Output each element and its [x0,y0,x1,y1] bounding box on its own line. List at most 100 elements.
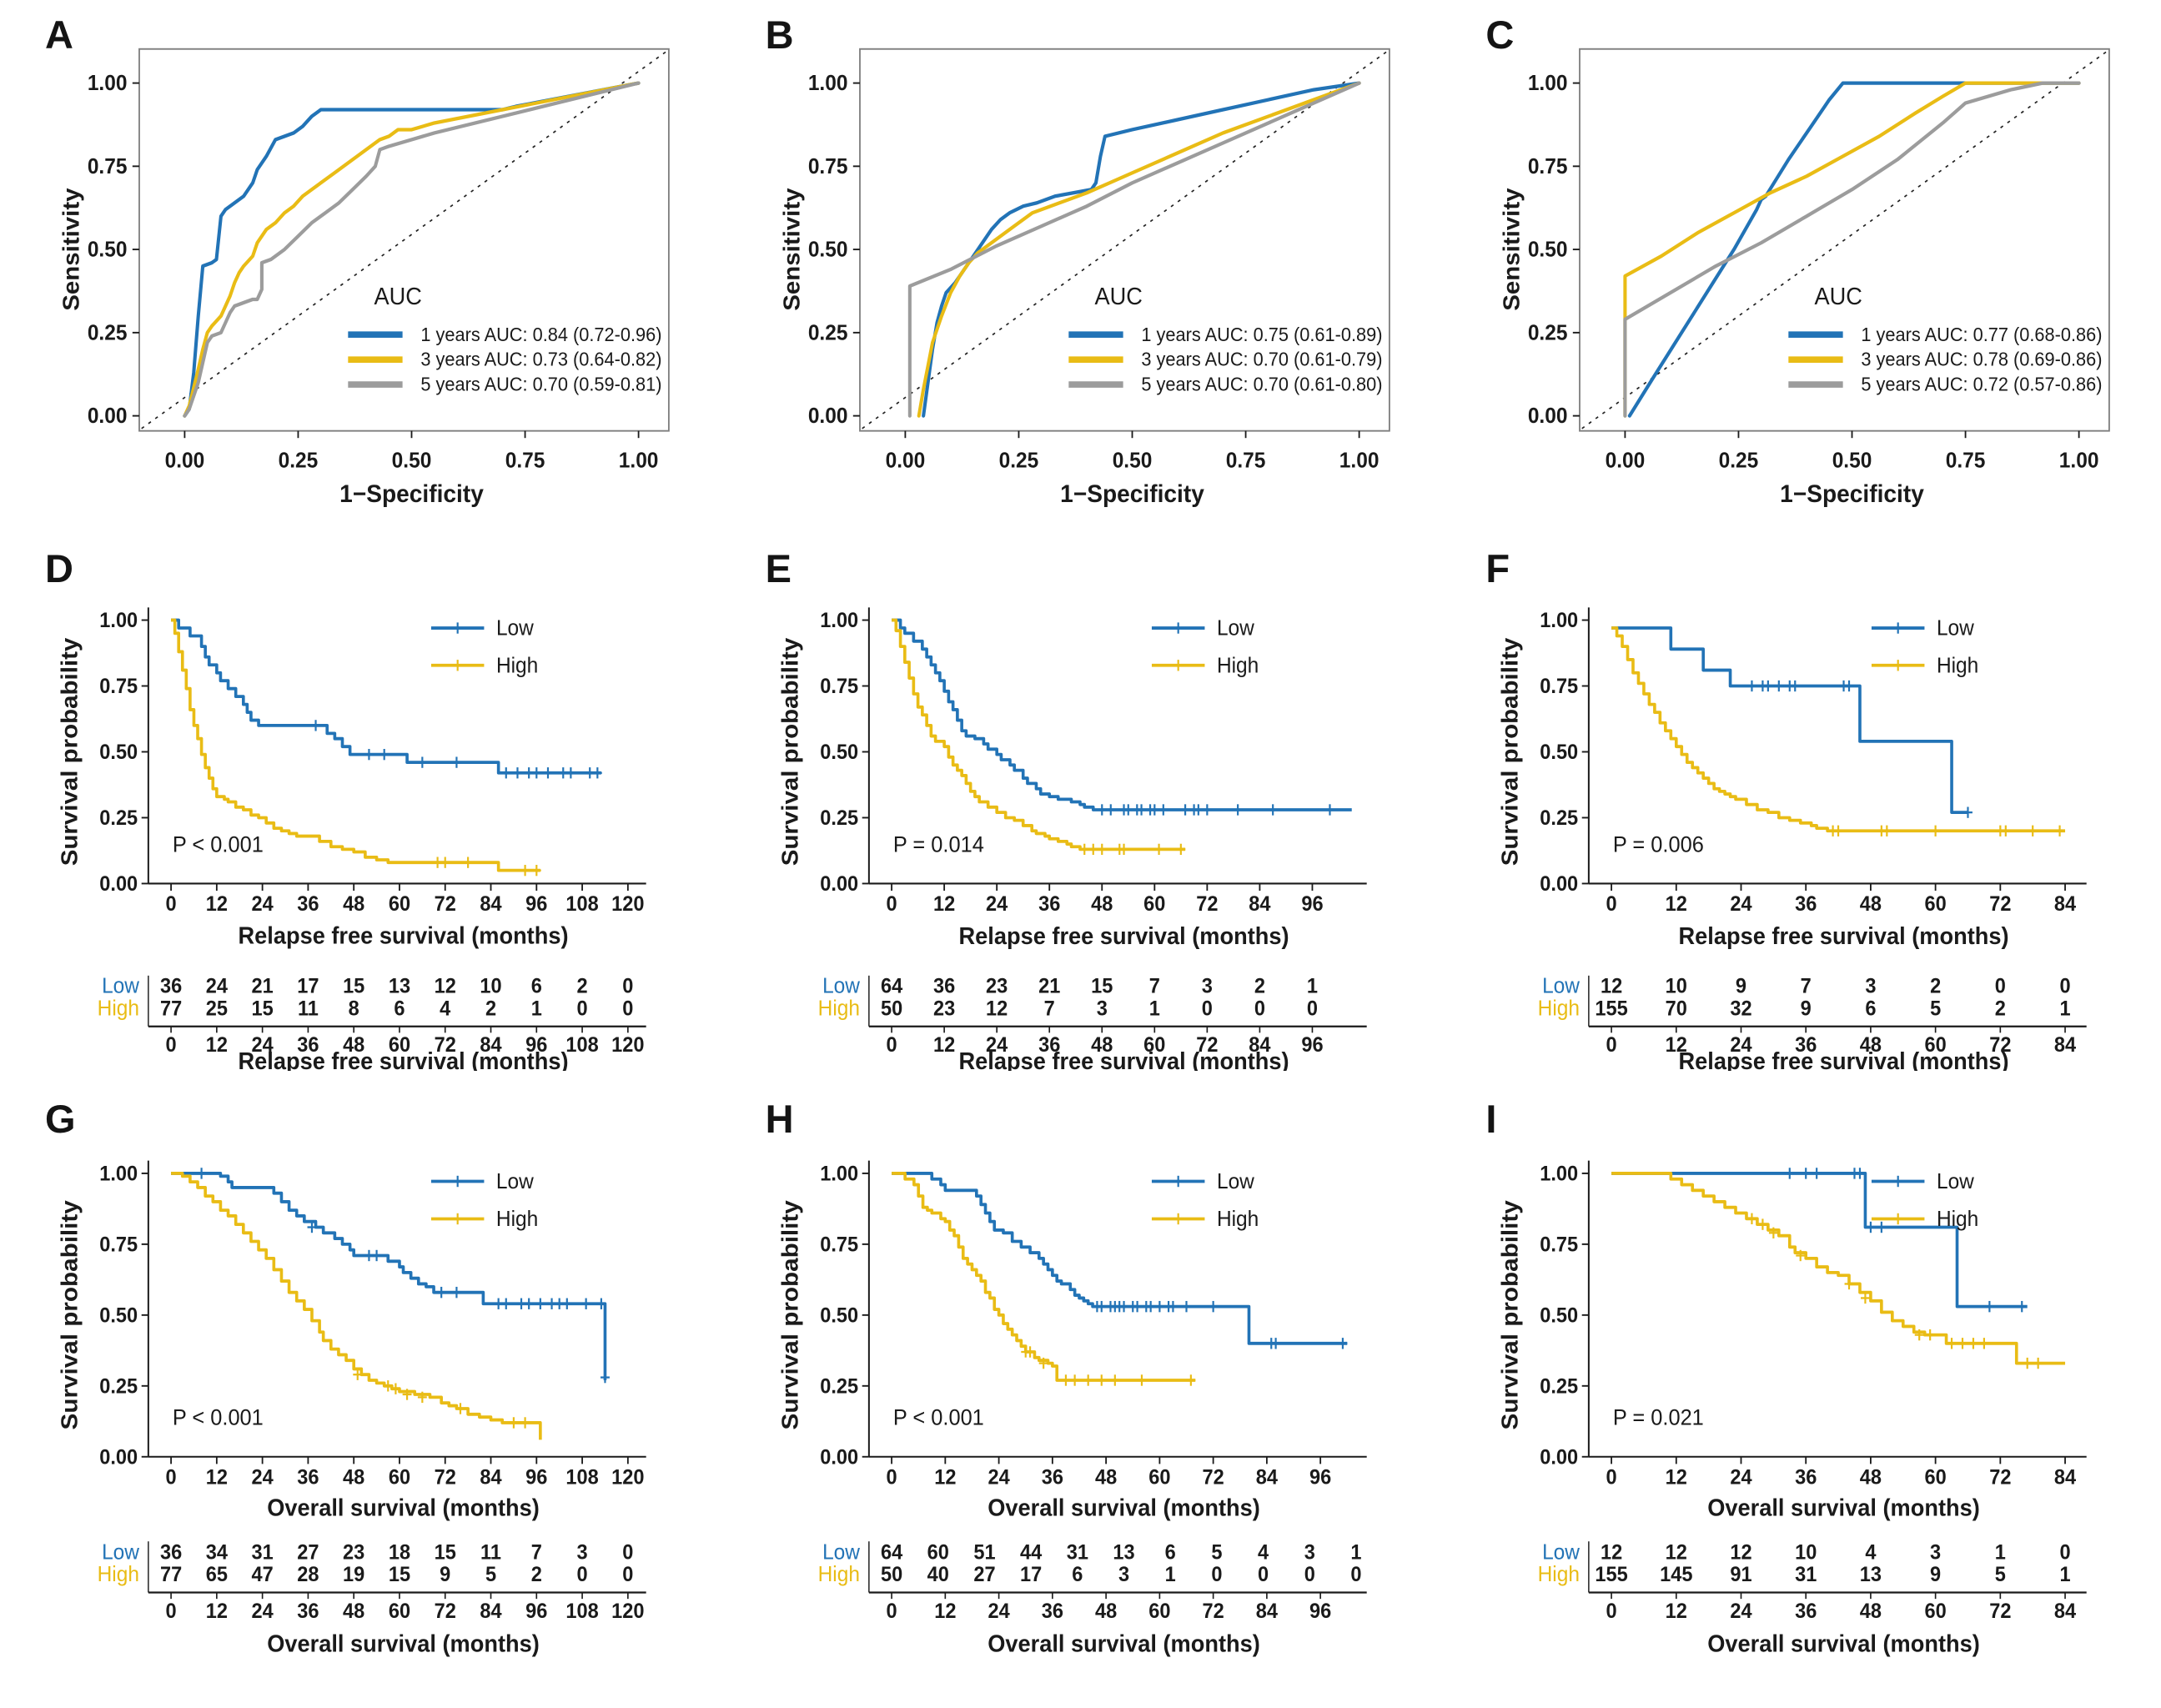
svg-text:91: 91 [1731,1564,1752,1587]
svg-text:6: 6 [1072,1564,1083,1587]
svg-text:60: 60 [389,1466,410,1489]
km-plot-g: 0.00 0.25 0.50 0.75 1.00 0 12 24 36 48 60 72 84 96 108… [57,1160,646,1657]
svg-text:0.50: 0.50 [392,449,432,473]
svg-text:0: 0 [166,1034,177,1057]
svg-text:High: High [98,997,139,1021]
svg-text:60: 60 [1148,1466,1170,1489]
svg-text:50: 50 [881,1564,902,1587]
svg-text:24: 24 [252,892,274,916]
svg-text:3: 3 [1930,1541,1941,1565]
svg-text:27: 27 [973,1564,995,1587]
svg-text:Overall survival (months): Overall survival (months) [267,1494,540,1521]
svg-text:72: 72 [1202,1600,1224,1624]
panel-roc-c: C 0.00 0.25 0.50 0.75 1.00 0.00 0.25 0.50 0.75 1.… [1474,13,2128,520]
svg-text:Relapse free survival (months): Relapse free survival (months) [238,1048,568,1071]
svg-text:High: High [817,997,859,1021]
svg-text:50: 50 [881,997,902,1021]
svg-text:7: 7 [1801,975,1812,998]
svg-text:Survival probability: Survival probability [1498,638,1524,867]
svg-text:0.25: 0.25 [820,1375,858,1399]
svg-text:5 years AUC: 0.70 (0.59-0.81): 5 years AUC: 0.70 (0.59-0.81) [420,374,661,395]
svg-text:AUC: AUC [1815,283,1862,309]
svg-text:0.75: 0.75 [807,154,847,178]
svg-text:0.00: 0.00 [99,873,138,897]
svg-text:10: 10 [1666,975,1687,998]
svg-text:2: 2 [1930,975,1941,998]
svg-text:0: 0 [1258,1564,1269,1587]
panel-letter: A [45,13,73,57]
svg-text:1.00: 1.00 [99,1163,138,1186]
svg-text:120: 120 [611,892,644,916]
svg-text:3: 3 [1201,975,1212,998]
svg-text:High: High [1538,997,1580,1021]
svg-text:65: 65 [206,1564,228,1587]
svg-text:P = 0.021: P = 0.021 [1613,1404,1704,1430]
svg-text:1 years AUC: 0.77 (0.68-0.86): 1 years AUC: 0.77 (0.68-0.86) [1862,324,2103,345]
svg-text:3: 3 [1866,975,1877,998]
svg-text:0.25: 0.25 [807,321,847,345]
svg-text:High: High [1217,1208,1259,1232]
svg-text:0: 0 [622,975,633,998]
svg-text:48: 48 [1091,892,1113,916]
svg-text:Survival probability: Survival probability [777,638,803,867]
svg-text:60: 60 [1925,1034,1947,1057]
svg-text:12: 12 [933,892,955,916]
svg-text:28: 28 [297,1564,319,1587]
svg-text:155: 155 [1596,1564,1628,1587]
svg-text:18: 18 [389,1541,410,1565]
svg-text:9: 9 [1736,975,1746,998]
svg-text:12: 12 [934,1466,956,1489]
svg-text:36: 36 [933,975,955,998]
svg-text:23: 23 [343,1541,364,1565]
svg-text:5: 5 [1995,1564,2006,1587]
svg-text:48: 48 [343,892,364,916]
svg-text:High: High [1538,1562,1580,1586]
svg-text:48: 48 [1860,1600,1882,1624]
svg-text:84: 84 [1255,1600,1278,1624]
svg-text:72: 72 [1990,1600,2012,1624]
svg-text:Overall survival (months): Overall survival (months) [267,1630,540,1657]
svg-text:0: 0 [166,1600,177,1624]
svg-text:0.25: 0.25 [99,807,138,831]
svg-text:0.75: 0.75 [1540,676,1579,699]
svg-text:36: 36 [1795,892,1817,916]
svg-text:0: 0 [577,997,588,1021]
svg-text:48: 48 [1091,1034,1113,1057]
svg-text:36: 36 [1795,1600,1817,1624]
svg-text:15: 15 [435,1541,456,1565]
roc-plot-c: 0.00 0.25 0.50 0.75 1.00 0.00 0.25 0.50 0.75 1.00… [1499,48,2111,508]
svg-text:Low: Low [1217,1170,1255,1194]
svg-text:1 years AUC: 0.84 (0.72-0.96): 1 years AUC: 0.84 (0.72-0.96) [420,324,661,345]
svg-text:1 years AUC: 0.75 (0.61-0.89): 1 years AUC: 0.75 (0.61-0.89) [1141,324,1382,345]
svg-text:17: 17 [1020,1564,1042,1587]
svg-text:36: 36 [1041,1600,1063,1624]
svg-text:0: 0 [886,1034,897,1057]
svg-text:2: 2 [1995,997,2006,1021]
svg-text:77: 77 [160,997,182,1021]
svg-text:Low: Low [102,1540,140,1565]
svg-text:108: 108 [565,1034,598,1057]
panel-km-f: F 0.00 0.25 0.50 0.75 1.00 0 12 24 36 48 60 72 84 Sur… [1474,547,2128,1071]
svg-text:Relapse free survival (months): Relapse free survival (months) [1679,1048,2009,1071]
svg-text:1.00: 1.00 [1339,449,1379,473]
svg-text:60: 60 [1925,1600,1947,1624]
svg-text:1: 1 [1148,997,1159,1021]
svg-text:12: 12 [1601,1541,1622,1565]
svg-text:12: 12 [206,892,228,916]
svg-text:13: 13 [1860,1564,1882,1587]
svg-text:Low: Low [1542,1540,1581,1565]
svg-text:1: 1 [1995,1541,2006,1565]
svg-text:0: 0 [622,997,633,1021]
svg-text:0.75: 0.75 [1946,449,1986,473]
svg-text:96: 96 [525,1034,547,1057]
svg-text:Relapse free survival (months): Relapse free survival (months) [958,922,1289,949]
svg-text:0: 0 [2060,975,2071,998]
svg-text:1.00: 1.00 [99,610,138,633]
svg-text:0.25: 0.25 [1540,807,1579,831]
svg-text:1.00: 1.00 [2059,449,2099,473]
svg-text:0.50: 0.50 [820,1304,858,1328]
svg-text:1: 1 [1164,1564,1175,1587]
svg-text:7: 7 [531,1541,542,1565]
svg-text:0: 0 [2060,1541,2071,1565]
svg-text:11: 11 [480,1541,501,1565]
